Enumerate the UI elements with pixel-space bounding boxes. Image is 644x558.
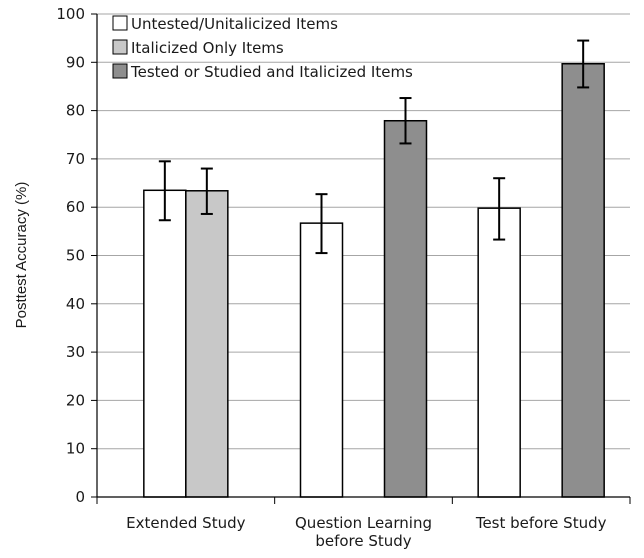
y-tick-label: 0 — [75, 488, 85, 506]
bar — [185, 190, 229, 498]
y-axis-ticks: 0 10 20 30 40 50 60 70 80 90 100 — [56, 5, 97, 506]
x-category-label: before Study — [315, 532, 411, 550]
y-tick-label: 20 — [66, 391, 85, 409]
y-tick-label: 90 — [66, 53, 85, 71]
y-tick-label: 100 — [56, 5, 85, 23]
x-category-label: Test before Study — [475, 514, 607, 532]
bar — [143, 189, 187, 498]
legend: Untested/Unitalicized Items Italicized On… — [112, 15, 413, 81]
y-axis-title: Posttest Accuracy (%) — [13, 182, 30, 329]
bar — [383, 119, 428, 498]
y-tick-label: 60 — [66, 198, 85, 216]
y-tick-label: 50 — [66, 247, 85, 265]
legend-label: Italicized Only Items — [131, 39, 284, 57]
error-bars — [158, 39, 590, 255]
bar — [477, 207, 521, 498]
x-category-label: Extended Study — [126, 514, 245, 532]
bar — [299, 222, 344, 498]
bars — [143, 62, 605, 498]
y-tick-label: 40 — [66, 295, 85, 313]
y-tick-label: 70 — [66, 150, 85, 168]
axes — [96, 14, 631, 504]
y-tick-label: 80 — [66, 102, 85, 120]
y-tick-label: 30 — [66, 343, 85, 361]
legend-swatch — [112, 63, 128, 79]
y-tick-label: 10 — [66, 440, 85, 458]
legend-label: Untested/Unitalicized Items — [131, 15, 338, 33]
legend-label: Tested or Studied and Italicized Items — [130, 63, 413, 81]
legend-swatch — [112, 15, 128, 31]
legend-swatch — [112, 39, 128, 55]
bar — [561, 62, 605, 498]
x-category-label: Question Learning — [295, 514, 432, 532]
